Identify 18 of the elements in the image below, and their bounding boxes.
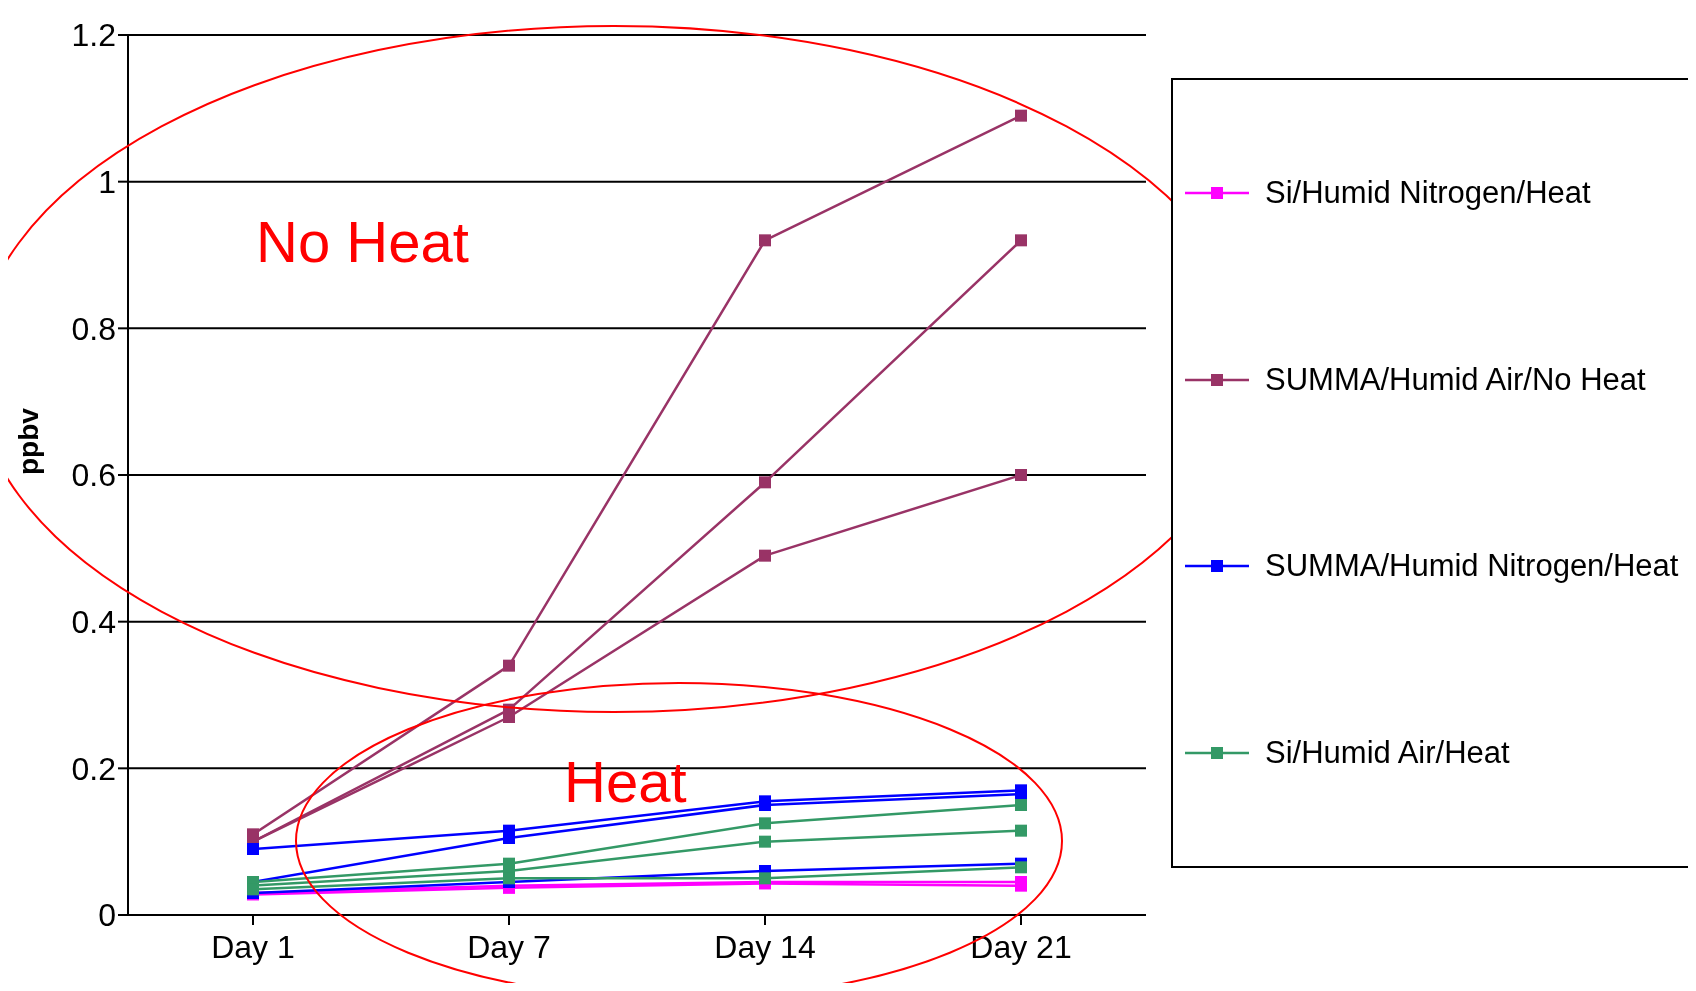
x-tick-label: Day 14	[714, 928, 816, 965]
y-tick-label: 0.6	[71, 457, 116, 494]
y-tick-label: 1.2	[71, 17, 116, 54]
y-tick-label: 0.2	[71, 750, 116, 787]
y-axis-title: ppbv	[12, 407, 44, 475]
x-tick-label: Day 1	[211, 928, 295, 965]
legend-label: SUMMA/Humid Nitrogen/Heat	[1265, 548, 1679, 585]
y-tick-label: 0.8	[71, 310, 116, 347]
legend-label: Si/Humid Nitrogen/Heat	[1265, 175, 1591, 212]
y-tick-label: 1	[98, 164, 116, 201]
y-tick-label: 0	[98, 897, 116, 934]
x-tick-label: Day 7	[467, 928, 551, 965]
legend-label: Si/Humid Air/Heat	[1265, 734, 1510, 771]
annotation: No Heat	[256, 208, 469, 275]
legend-label: SUMMA/Humid Air/No Heat	[1265, 361, 1646, 398]
x-tick-label: Day 21	[970, 928, 1072, 965]
y-tick-label: 0.4	[71, 604, 116, 641]
annotation: Heat	[564, 748, 687, 815]
